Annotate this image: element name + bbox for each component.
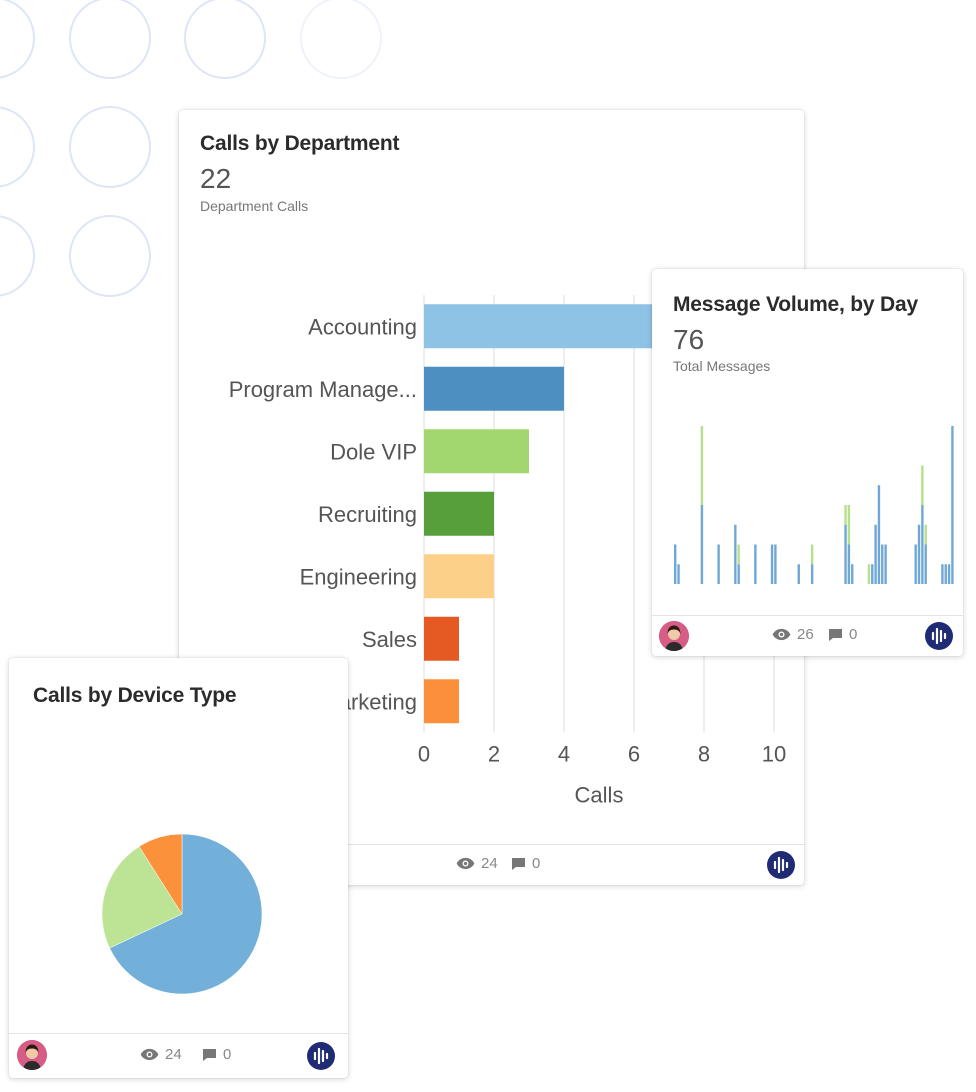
day-bar (700, 426, 704, 505)
dept-card-title: Calls by Department (200, 132, 400, 155)
dept-metric-value: 22 (200, 163, 232, 194)
user-avatar[interactable] (659, 621, 689, 651)
device-comments: 0 (202, 1046, 231, 1063)
day-bar (797, 564, 800, 584)
msg-views: 26 (772, 626, 814, 643)
eye-icon (140, 1048, 159, 1061)
msg-metric-value: 76 (673, 324, 705, 355)
category-label: Dole VIP (330, 439, 417, 464)
day-bar (881, 544, 884, 584)
eye-icon (772, 628, 791, 641)
x-tick-label: 8 (698, 742, 710, 767)
device-views: 24 (140, 1046, 182, 1063)
bar (424, 616, 459, 661)
brand-logo-icon[interactable] (767, 851, 795, 879)
brand-logo-icon[interactable] (307, 1042, 335, 1070)
pie-slice (109, 833, 263, 995)
user-avatar[interactable] (17, 1040, 47, 1070)
category-label: Program Manage... (229, 377, 417, 402)
dept-views: 24 (456, 855, 498, 872)
day-bar (810, 544, 814, 565)
msg-comments-count: 0 (849, 626, 858, 643)
comment-icon (512, 857, 525, 870)
dept-comments-count: 0 (532, 855, 541, 872)
day-bar (847, 544, 851, 584)
dept-comments: 0 (511, 855, 540, 872)
day-bar (770, 544, 774, 584)
device-views-count: 24 (165, 1046, 182, 1063)
x-tick-label: 10 (762, 742, 786, 767)
day-bar (914, 544, 917, 584)
day-bar (717, 544, 720, 584)
x-tick-label: 2 (488, 742, 500, 767)
day-bar (924, 544, 927, 584)
x-tick-label: 6 (628, 742, 640, 767)
day-bar (921, 465, 924, 505)
bar (424, 429, 529, 474)
dept-metric-label: Department Calls (200, 198, 309, 214)
day-bar (944, 564, 947, 584)
day-bar (674, 544, 677, 584)
day-bar (847, 505, 851, 545)
x-tick-label: 4 (558, 742, 570, 767)
eye-icon (456, 857, 475, 870)
category-label: Accounting (308, 314, 417, 339)
msg-card-title: Message Volume, by Day (673, 293, 918, 316)
day-bar (867, 564, 871, 584)
category-label: Recruiting (318, 502, 417, 527)
day-bar (941, 564, 944, 584)
day-bar (871, 564, 874, 584)
device-card-footer: 24 0 (9, 1033, 348, 1078)
day-bar (734, 524, 737, 584)
comment-icon (203, 1048, 216, 1061)
day-bar (947, 564, 951, 584)
comment-icon (829, 628, 842, 641)
day-bar (737, 564, 740, 584)
x-tick-label: 0 (418, 742, 430, 767)
day-bar (951, 426, 954, 584)
day-bar (754, 544, 757, 584)
day-bar (874, 524, 877, 584)
category-label: Sales (362, 627, 417, 652)
category-label: Engineering (300, 564, 417, 589)
day-bar (844, 524, 847, 584)
device-card: Calls by Device Type 24 0 (9, 658, 348, 1078)
brand-logo-icon[interactable] (925, 622, 953, 650)
msg-card: Message Volume, by Day 76 Total Messages… (652, 269, 963, 656)
device-comments-count: 0 (223, 1046, 232, 1063)
x-axis-label: Calls (575, 783, 624, 808)
msg-card-footer: 26 0 (652, 615, 963, 656)
bar (424, 491, 494, 536)
bar (424, 679, 459, 724)
day-bar (774, 544, 777, 584)
day-bar (700, 505, 704, 584)
bar (424, 366, 564, 411)
day-bar (917, 524, 921, 584)
device-card-title: Calls by Device Type (33, 684, 237, 707)
day-bar (921, 505, 924, 584)
day-bar (677, 564, 680, 584)
pie-slice (101, 846, 183, 949)
msg-views-count: 26 (797, 626, 814, 643)
day-bar (737, 544, 740, 565)
msg-stacked-bar-chart (674, 426, 954, 584)
dept-bar-chart: 0 2 4 6 8 10 Accounting Program Manage... Dole V… (229, 295, 786, 808)
day-bar (884, 544, 887, 584)
dept-views-count: 24 (481, 855, 498, 872)
device-pie-chart (101, 833, 263, 995)
day-bar (844, 505, 847, 525)
dept-card-footer: 24 0 (179, 844, 804, 885)
day-bar (924, 524, 927, 545)
msg-comments: 0 (828, 626, 857, 643)
pie-slice (138, 833, 183, 915)
bar (424, 554, 494, 599)
background-circle-pattern (0, 0, 382, 297)
msg-metric-label: Total Messages (673, 358, 771, 374)
day-bar (810, 564, 814, 584)
day-bar (851, 564, 854, 584)
day-bar (877, 485, 881, 584)
